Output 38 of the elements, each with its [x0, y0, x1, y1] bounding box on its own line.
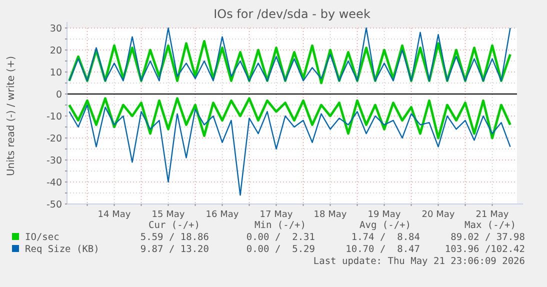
text: 0.00 / 2.31 — [246, 232, 316, 243]
y-tick-label: 10 — [50, 67, 62, 78]
legend-label: IO/sec — [25, 232, 60, 243]
text: Avg (-/+) — [360, 220, 411, 231]
text: 89.02 / 37.98 — [450, 232, 526, 243]
y-tick-label: 20 — [50, 45, 62, 56]
text: 5.59 / 18.86 — [140, 232, 210, 243]
y-tick-label: -20 — [46, 133, 62, 144]
x-tick-label: 15 May — [152, 210, 186, 220]
x-tick-label: 18 May — [314, 210, 348, 220]
text: 0.00 / 5.29 — [246, 244, 316, 255]
y-tick-label: 30 — [50, 23, 62, 34]
text: 1.74 / 8.84 — [351, 232, 420, 243]
x-tick-label: 17 May — [260, 210, 294, 220]
chart-title: IOs for /dev/sda - by week — [214, 7, 370, 21]
x-tick-label: 19 May — [368, 210, 402, 220]
y-tick-label: -30 — [46, 155, 62, 166]
x-tick-label: 20 May — [422, 210, 456, 220]
text: Last update: Thu May 21 23:06:09 2026 — [313, 256, 526, 267]
text: Min (-/+) — [254, 220, 306, 231]
y-tick-label: -50 — [46, 199, 62, 210]
line-series — [68, 97, 512, 140]
line-series — [68, 27, 511, 82]
line-series — [68, 40, 512, 84]
text: 10.70 / 8.47 — [346, 244, 420, 255]
text: 9.87 / 13.20 — [140, 244, 210, 255]
y-tick-label: -10 — [46, 111, 62, 122]
y-axis-title: Units read (-) / write (+) — [6, 56, 17, 176]
y-tick-label: 0 — [56, 89, 62, 100]
text: 103.96 /102.42 — [444, 244, 525, 255]
y-tick-label: -40 — [46, 177, 62, 188]
line-series — [68, 104, 511, 196]
x-tick-label: 21 May — [476, 210, 510, 220]
legend-label: Req Size (KB) — [25, 244, 100, 255]
text: Max (-/+) — [464, 220, 516, 231]
x-tick-label: 16 May — [206, 210, 240, 220]
text: Cur (-/+) — [148, 220, 200, 231]
x-tick-label: 14 May — [98, 210, 132, 220]
